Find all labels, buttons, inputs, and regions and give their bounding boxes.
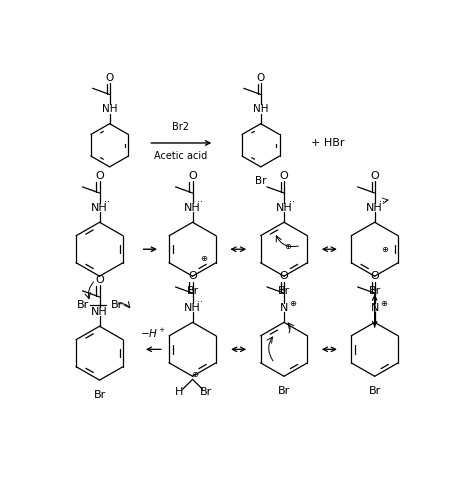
Text: $\oplus$: $\oplus$ xyxy=(191,370,199,379)
Text: NH: NH xyxy=(91,203,108,213)
Text: Br2: Br2 xyxy=(173,122,190,132)
Text: O: O xyxy=(280,171,288,181)
Text: Br: Br xyxy=(278,386,290,396)
Text: Br: Br xyxy=(186,286,199,296)
Text: $\oplus$: $\oplus$ xyxy=(381,245,389,254)
Text: ··: ·· xyxy=(104,197,110,207)
Text: O: O xyxy=(256,72,265,83)
Text: $\oplus$: $\oplus$ xyxy=(284,242,292,250)
Text: NH: NH xyxy=(275,203,292,213)
Text: NH: NH xyxy=(184,303,201,313)
Text: O: O xyxy=(95,171,104,181)
Text: O: O xyxy=(106,72,114,83)
Text: O: O xyxy=(370,171,379,181)
Text: $\oplus$: $\oplus$ xyxy=(289,299,297,308)
Text: O: O xyxy=(370,271,379,281)
Text: $\oplus$: $\oplus$ xyxy=(200,254,208,263)
Text: Br: Br xyxy=(93,390,106,400)
Text: NH: NH xyxy=(253,104,268,114)
Text: N: N xyxy=(280,303,288,313)
Text: NH: NH xyxy=(366,203,383,213)
Text: NH: NH xyxy=(184,203,201,213)
Text: ··: ·· xyxy=(379,197,385,207)
Text: Br: Br xyxy=(278,286,290,296)
Text: Br: Br xyxy=(255,176,266,186)
Text: O: O xyxy=(188,271,197,281)
Text: O: O xyxy=(280,271,288,281)
Text: O: O xyxy=(95,275,104,285)
Text: ··: ·· xyxy=(197,197,203,207)
Text: Br: Br xyxy=(369,386,381,396)
Text: H: H xyxy=(175,387,183,397)
Text: O: O xyxy=(188,171,197,181)
Text: Acetic acid: Acetic acid xyxy=(155,152,208,161)
Text: Br: Br xyxy=(200,387,212,397)
Text: + HBr: + HBr xyxy=(311,138,345,148)
Text: ··: ·· xyxy=(289,197,295,207)
Text: ··: ·· xyxy=(197,297,203,308)
Text: Br: Br xyxy=(76,301,89,310)
Text: $\oplus$: $\oplus$ xyxy=(380,299,388,308)
Text: NH: NH xyxy=(91,307,108,316)
Text: NH: NH xyxy=(102,104,118,114)
Text: N: N xyxy=(371,303,379,313)
Text: Br: Br xyxy=(369,286,381,296)
Text: $-H^+$: $-H^+$ xyxy=(140,327,166,340)
Text: Br: Br xyxy=(110,301,123,310)
